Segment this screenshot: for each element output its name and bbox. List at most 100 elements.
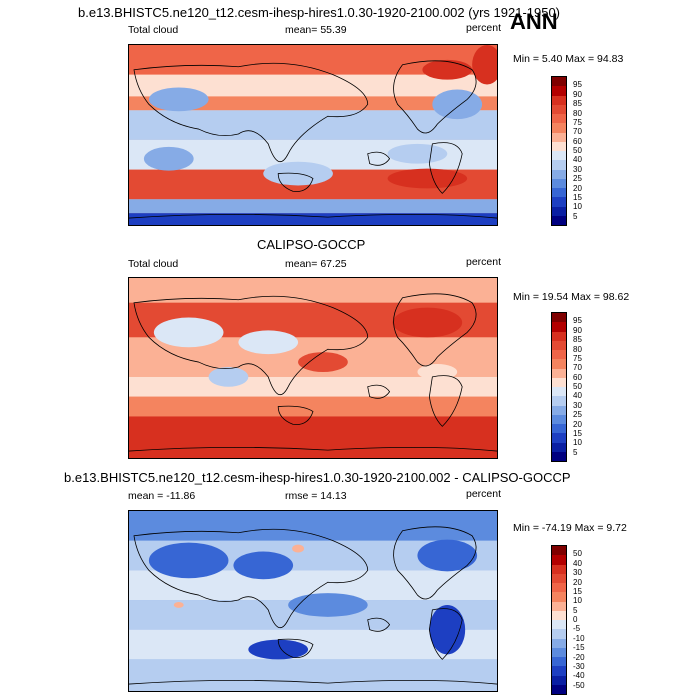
- colorbar-swatch: [552, 206, 566, 216]
- colorbar-tick-label: -20: [573, 652, 585, 662]
- colorbar-swatch: [552, 638, 566, 648]
- colorbar-swatch: [552, 188, 566, 198]
- colorbar-swatch: [552, 86, 566, 96]
- colorbar-swatch: [552, 424, 566, 434]
- colorbar-tick-label: 25: [573, 410, 582, 420]
- colorbar-tick-label: 15: [573, 586, 582, 596]
- colorbar-swatch: [552, 215, 566, 225]
- colorbar-tick-label: 50: [573, 382, 582, 391]
- colorbar-swatch: [552, 322, 566, 332]
- colorbar-tick-label: 85: [573, 99, 582, 109]
- colorbar-tick-label: 20: [573, 577, 582, 587]
- colorbar-swatch: [552, 123, 566, 133]
- colorbar-swatch: [552, 592, 566, 602]
- colorbar-swatch: [552, 396, 566, 406]
- panel2-map: [128, 277, 498, 459]
- colorbar-tick-label: 15: [573, 192, 582, 202]
- panel2-title: CALIPSO-GOCCP: [257, 237, 366, 252]
- colorbar-tick-label: 80: [573, 108, 582, 118]
- panel2-right-label: percent: [466, 256, 502, 268]
- colorbar-tick-label: 30: [573, 400, 582, 410]
- colorbar-swatch: [552, 433, 566, 443]
- colorbar-tick-label: 70: [573, 127, 582, 137]
- colorbar-swatch: [552, 387, 566, 397]
- panel1-map: [128, 44, 498, 226]
- colorbar-swatch: [552, 414, 566, 424]
- colorbar-swatch: [552, 178, 566, 188]
- colorbar-tick-label: 5: [573, 211, 578, 221]
- panel2-center-label: mean= 67.25: [285, 258, 347, 270]
- colorbar-tick-label: 10: [573, 596, 582, 606]
- colorbar-tick-label: 60: [573, 136, 582, 146]
- colorbar-tick-label: 90: [573, 325, 582, 335]
- colorbar-tick-label: 10: [573, 438, 582, 448]
- colorbar-swatch: [552, 647, 566, 657]
- colorbar-swatch: [552, 141, 566, 151]
- colorbar-tick-label: 50: [573, 146, 582, 155]
- colorbar-tick-label: 25: [573, 174, 582, 184]
- panel3-colorbar: [551, 545, 567, 695]
- colorbar-swatch: [552, 666, 566, 676]
- colorbar-tick-label: -30: [573, 661, 585, 671]
- colorbar-swatch: [552, 169, 566, 179]
- colorbar-swatch: [552, 555, 566, 565]
- colorbar-tick-label: -10: [573, 633, 585, 643]
- panel3-center-label: rmse = 14.13: [285, 490, 347, 502]
- colorbar-swatch: [552, 340, 566, 350]
- panel1-title: b.e13.BHISTC5.ne120_t12.cesm-ihesp-hires…: [78, 5, 561, 20]
- colorbar-swatch: [552, 684, 566, 694]
- colorbar-tick-label: -50: [573, 680, 585, 690]
- colorbar-tick-label: 5: [573, 605, 578, 615]
- panel2-left-label: Total cloud: [128, 258, 179, 270]
- colorbar-swatch: [552, 368, 566, 378]
- colorbar-swatch: [552, 629, 566, 639]
- panel3-right-label: percent: [466, 488, 502, 500]
- colorbar-swatch: [552, 610, 566, 620]
- colorbar-tick-label: -15: [573, 643, 585, 653]
- colorbar-tick-label: 40: [573, 155, 582, 165]
- colorbar-tick-label: 10: [573, 202, 582, 212]
- colorbar-swatch: [552, 350, 566, 360]
- panel1-right-label: percent: [466, 22, 502, 34]
- season-label: ANN: [510, 9, 558, 34]
- colorbar-tick-label: 95: [573, 80, 582, 90]
- colorbar-swatch: [552, 620, 566, 630]
- colorbar-tick-label: 85: [573, 335, 582, 345]
- colorbar-tick-label: 70: [573, 363, 582, 373]
- panel1-minmax: Min = 5.40 Max = 94.83: [513, 53, 624, 65]
- colorbar-swatch: [552, 675, 566, 685]
- colorbar-swatch: [552, 104, 566, 114]
- panel1-left-label: Total cloud: [128, 24, 179, 36]
- panel3-title: b.e13.BHISTC5.ne120_t12.cesm-ihesp-hires…: [64, 470, 571, 485]
- colorbar-tick-label: 60: [573, 372, 582, 382]
- colorbar-tick-label: 20: [573, 183, 582, 193]
- colorbar-tick-label: 40: [573, 391, 582, 401]
- colorbar-swatch: [552, 601, 566, 611]
- colorbar-swatch: [552, 546, 566, 556]
- colorbar-tick-label: 95: [573, 316, 582, 326]
- colorbar-swatch: [552, 359, 566, 369]
- panel3-map: [128, 510, 498, 692]
- colorbar-swatch: [552, 331, 566, 341]
- colorbar-swatch: [552, 583, 566, 593]
- colorbar-swatch: [552, 377, 566, 387]
- colorbar-tick-label: 90: [573, 89, 582, 99]
- colorbar-tick-label: 30: [573, 164, 582, 174]
- colorbar-tick-label: -40: [573, 671, 585, 681]
- colorbar-swatch: [552, 564, 566, 574]
- colorbar-tick-label: 75: [573, 353, 582, 363]
- panel3-minmax: Min = -74.19 Max = 9.72: [513, 522, 627, 534]
- colorbar-tick-label: 30: [573, 568, 582, 578]
- colorbar-swatch: [552, 657, 566, 667]
- colorbar-tick-label: 75: [573, 117, 582, 127]
- panel3-left-label: mean = -11.86: [128, 490, 196, 502]
- colorbar-swatch: [552, 405, 566, 415]
- colorbar-tick-label: 0: [573, 615, 578, 624]
- panel2-minmax: Min = 19.54 Max = 98.62: [513, 291, 630, 303]
- panel2-colorbar: [551, 312, 567, 462]
- colorbar-tick-label: 40: [573, 558, 582, 568]
- colorbar-swatch: [552, 160, 566, 170]
- colorbar-tick-label: -5: [573, 624, 581, 634]
- colorbar-tick-label: 5: [573, 447, 578, 457]
- colorbar-swatch: [552, 442, 566, 452]
